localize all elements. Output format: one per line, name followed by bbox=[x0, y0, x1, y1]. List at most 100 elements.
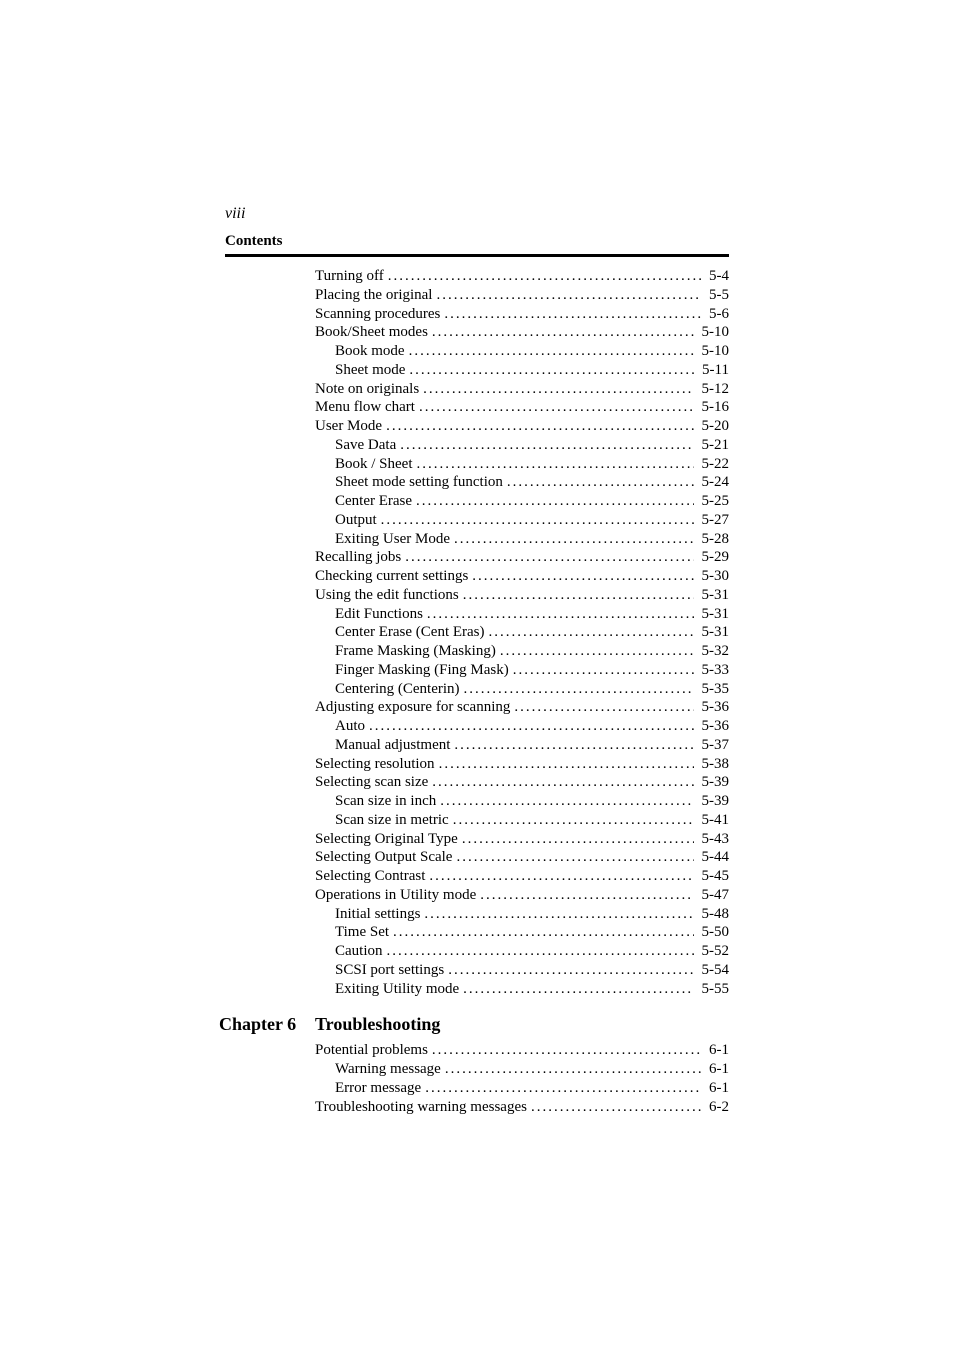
toc-entry-title: Scanning procedures bbox=[315, 305, 440, 324]
toc-entry: Exiting Utility mode 5-55 bbox=[315, 980, 729, 999]
toc-entry-title: Center Erase bbox=[335, 492, 412, 511]
toc-entry: Placing the original 5-5 bbox=[315, 286, 729, 305]
toc-entry: Centering (Centerin) 5-35 bbox=[315, 680, 729, 699]
toc-leader-dots bbox=[440, 792, 693, 811]
toc-entry-title: Scan size in inch bbox=[335, 792, 436, 811]
toc-entry: Output 5-27 bbox=[315, 511, 729, 530]
toc-entry: Troubleshooting warning messages 6-2 bbox=[315, 1098, 729, 1117]
toc-entry-title: Book/Sheet modes bbox=[315, 323, 428, 342]
toc-leader-dots bbox=[445, 1060, 701, 1079]
toc-entry-page: 5-54 bbox=[698, 961, 730, 980]
toc-leader-dots bbox=[381, 511, 694, 530]
toc-leader-dots bbox=[531, 1098, 701, 1117]
toc-entry-title: Potential problems bbox=[315, 1041, 428, 1060]
toc-leader-dots bbox=[416, 492, 693, 511]
toc-entry-page: 5-37 bbox=[698, 736, 730, 755]
toc-leader-dots bbox=[453, 811, 694, 830]
toc-leader-dots bbox=[387, 942, 694, 961]
toc-entry-page: 5-36 bbox=[698, 717, 730, 736]
toc-entry: Save Data 5-21 bbox=[315, 436, 729, 455]
toc-entry-page: 5-20 bbox=[698, 417, 730, 436]
toc-leader-dots bbox=[388, 267, 701, 286]
toc-entry-title: Manual adjustment bbox=[335, 736, 450, 755]
toc-entry-title: Book / Sheet bbox=[335, 455, 413, 474]
toc-entry-title: Placing the original bbox=[315, 286, 432, 305]
toc-entry: Menu flow chart 5-16 bbox=[315, 398, 729, 417]
toc-leader-dots bbox=[464, 680, 694, 699]
toc-entry-page: 5-33 bbox=[698, 661, 730, 680]
toc-entry-page: 5-31 bbox=[698, 586, 730, 605]
toc-leader-dots bbox=[454, 530, 694, 549]
toc-entry-title: Using the edit functions bbox=[315, 586, 459, 605]
toc-leader-dots bbox=[409, 361, 694, 380]
toc-entry-page: 5-47 bbox=[698, 886, 730, 905]
toc-entry: Note on originals 5-12 bbox=[315, 380, 729, 399]
toc-entry-page: 6-1 bbox=[705, 1041, 729, 1060]
toc-entry-page: 5-25 bbox=[698, 492, 730, 511]
toc-entry-page: 5-41 bbox=[698, 811, 730, 830]
toc-entry: Potential problems 6-1 bbox=[315, 1041, 729, 1060]
toc-entry: Selecting scan size 5-39 bbox=[315, 773, 729, 792]
toc-entry-title: User Mode bbox=[315, 417, 382, 436]
toc-entry: Time Set 5-50 bbox=[315, 923, 729, 942]
toc-entry-title: Time Set bbox=[335, 923, 389, 942]
toc-entry: Using the edit functions 5-31 bbox=[315, 586, 729, 605]
chapter-title: Troubleshooting bbox=[315, 1014, 440, 1035]
toc-entry-title: Menu flow chart bbox=[315, 398, 415, 417]
toc-entry-title: Note on originals bbox=[315, 380, 419, 399]
toc-entry: SCSI port settings 5-54 bbox=[315, 961, 729, 980]
toc-entry: Recalling jobs 5-29 bbox=[315, 548, 729, 567]
toc-leader-dots bbox=[424, 905, 693, 924]
toc-leader-dots bbox=[507, 473, 694, 492]
toc-entry: Selecting Output Scale 5-44 bbox=[315, 848, 729, 867]
toc-entry: Scan size in metric 5-41 bbox=[315, 811, 729, 830]
toc-entry-title: Centering (Centerin) bbox=[335, 680, 460, 699]
toc-leader-dots bbox=[369, 717, 694, 736]
toc-entry-title: Save Data bbox=[335, 436, 396, 455]
toc-entry-title: Edit Functions bbox=[335, 605, 423, 624]
toc-entry-title: Initial settings bbox=[335, 905, 420, 924]
toc-leader-dots bbox=[432, 773, 693, 792]
toc-leader-dots bbox=[417, 455, 694, 474]
toc-entry-page: 5-55 bbox=[698, 980, 730, 999]
toc-leader-dots bbox=[386, 417, 693, 436]
toc-entry: Error message 6-1 bbox=[315, 1079, 729, 1098]
toc-entry-page: 5-44 bbox=[698, 848, 730, 867]
contents-heading: Contents bbox=[225, 233, 729, 250]
toc-entry-page: 5-27 bbox=[698, 511, 730, 530]
toc-entry: Selecting resolution 5-38 bbox=[315, 755, 729, 774]
toc-entry-title: Selecting Output Scale bbox=[315, 848, 452, 867]
toc-leader-dots bbox=[409, 342, 694, 361]
toc-entry: Sheet mode setting function 5-24 bbox=[315, 473, 729, 492]
toc-entry-page: 5-38 bbox=[698, 755, 730, 774]
toc-leader-dots bbox=[439, 755, 694, 774]
toc-entry: Adjusting exposure for scanning 5-36 bbox=[315, 698, 729, 717]
toc-entry-page: 5-48 bbox=[698, 905, 730, 924]
toc-entry: Checking current settings 5-30 bbox=[315, 567, 729, 586]
toc-leader-dots bbox=[514, 698, 693, 717]
toc-entry-title: Turning off bbox=[315, 267, 384, 286]
toc-entry-title: Troubleshooting warning messages bbox=[315, 1098, 527, 1117]
toc-entry: Sheet mode 5-11 bbox=[315, 361, 729, 380]
toc-entry-title: Book mode bbox=[335, 342, 405, 361]
toc-entry-page: 5-39 bbox=[698, 773, 730, 792]
toc-entry-title: Operations in Utility mode bbox=[315, 886, 476, 905]
toc-entry-page: 5-10 bbox=[698, 342, 730, 361]
toc-entry: Frame Masking (Masking) 5-32 bbox=[315, 642, 729, 661]
toc-entry: User Mode 5-20 bbox=[315, 417, 729, 436]
toc-leader-dots bbox=[489, 623, 694, 642]
toc-leader-dots bbox=[425, 1079, 701, 1098]
toc-entry-title: Sheet mode bbox=[335, 361, 405, 380]
toc-entry-page: 5-43 bbox=[698, 830, 730, 849]
toc-entry-page: 5-50 bbox=[698, 923, 730, 942]
toc-entry-title: Output bbox=[335, 511, 377, 530]
toc-entry: Book / Sheet 5-22 bbox=[315, 455, 729, 474]
toc-entry-page: 5-36 bbox=[698, 698, 730, 717]
toc-main: Turning off 5-4Placing the original 5-5S… bbox=[315, 267, 729, 998]
toc-leader-dots bbox=[463, 980, 693, 999]
toc-leader-dots bbox=[448, 961, 693, 980]
toc-entry-title: Exiting Utility mode bbox=[335, 980, 459, 999]
toc-entry-page: 6-2 bbox=[705, 1098, 729, 1117]
toc-entry-page: 5-10 bbox=[698, 323, 730, 342]
toc-leader-dots bbox=[432, 323, 694, 342]
